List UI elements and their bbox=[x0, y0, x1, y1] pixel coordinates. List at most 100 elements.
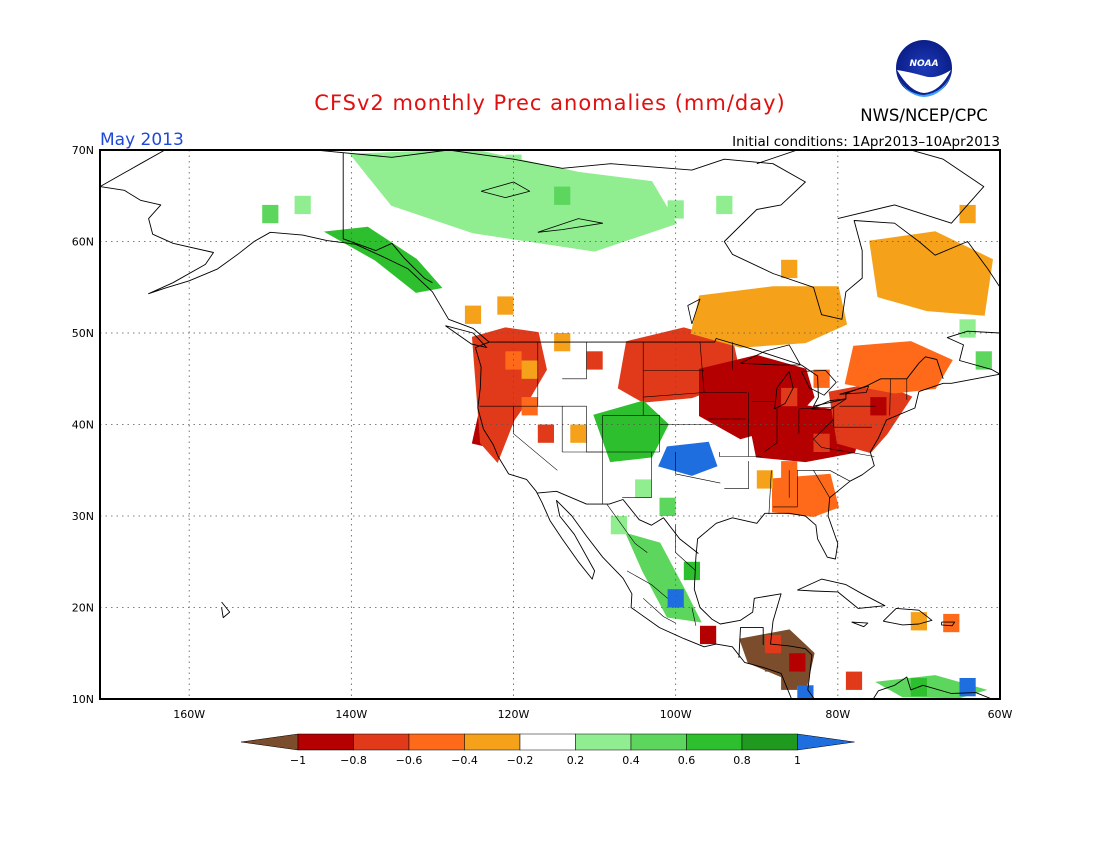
month-label: May 2013 bbox=[100, 130, 184, 150]
anomaly-cell bbox=[756, 470, 773, 489]
state-border bbox=[513, 406, 558, 471]
lake-winnipeg bbox=[687, 298, 701, 325]
anomaly-cell bbox=[586, 351, 603, 370]
coastline-layer bbox=[100, 150, 1059, 699]
anomaly-cell bbox=[959, 204, 976, 224]
lon-label: 100W bbox=[660, 708, 692, 721]
lat-label: 60N bbox=[72, 236, 94, 249]
lake-ontario bbox=[839, 385, 869, 395]
colorbar-bin bbox=[408, 733, 465, 751]
agency-label: NWS/NCEP/CPC bbox=[860, 106, 987, 125]
colorbar-tick-label: 0.6 bbox=[678, 754, 696, 767]
anomaly-cell bbox=[683, 561, 700, 581]
anomaly-cell bbox=[635, 479, 652, 498]
anomaly-cell bbox=[959, 678, 976, 697]
anomaly-region-new-england bbox=[844, 341, 953, 394]
anomaly-cell bbox=[667, 589, 684, 608]
colorbar-bin bbox=[297, 733, 354, 751]
anomaly-cell bbox=[262, 204, 279, 224]
lake-michigan bbox=[774, 370, 794, 410]
anomaly-cell bbox=[845, 671, 863, 690]
map-frame bbox=[99, 149, 1001, 700]
lon-label: 140W bbox=[335, 708, 367, 721]
anomaly-cell bbox=[643, 543, 660, 562]
anomaly-cell bbox=[716, 195, 733, 215]
coastline-newfoundland bbox=[1005, 318, 1059, 362]
state-border bbox=[768, 470, 772, 515]
anomaly-cell bbox=[894, 259, 911, 279]
state-border bbox=[724, 461, 749, 489]
mexico-state-border bbox=[642, 598, 676, 624]
colorbar-tick-label: 0.4 bbox=[622, 754, 640, 767]
border-guatemala-belize bbox=[738, 627, 764, 658]
coastline-hudson-bay-islands bbox=[837, 150, 985, 224]
mexico-state-border bbox=[675, 525, 697, 572]
lat-label: 40N bbox=[72, 419, 94, 432]
colorbar-bin bbox=[575, 733, 632, 751]
colorbar-extend-high bbox=[797, 733, 855, 751]
state-border bbox=[813, 470, 830, 498]
anomaly-cell bbox=[521, 360, 538, 379]
anomaly-cell bbox=[870, 397, 887, 416]
state-border bbox=[622, 452, 652, 499]
lake-superior bbox=[740, 344, 801, 366]
lake-huron bbox=[801, 370, 837, 396]
lat-label: 10N bbox=[72, 693, 94, 706]
colorbar-tick-label: −0.2 bbox=[507, 754, 534, 767]
coastline-south-america bbox=[872, 676, 993, 699]
coastline-baffin bbox=[756, 150, 838, 165]
lat-lon-grid bbox=[100, 150, 1000, 699]
colorbar-tick-label: 1 bbox=[794, 754, 801, 767]
lon-label: 60W bbox=[988, 708, 1013, 721]
coastline-hawaii bbox=[221, 601, 231, 619]
anomaly-cell bbox=[505, 154, 522, 173]
anomaly-cell bbox=[464, 305, 482, 324]
state-border bbox=[719, 452, 761, 457]
coastline-pacific-coast bbox=[100, 186, 793, 699]
anomaly-cell bbox=[659, 497, 676, 516]
border-alaska-border bbox=[342, 152, 433, 284]
state-border bbox=[675, 452, 721, 484]
anomaly-cell bbox=[610, 516, 627, 535]
latitude-labels: 70N 60N 50N 40N 30N 20N 10N bbox=[72, 144, 94, 706]
anomaly-cell bbox=[602, 214, 619, 233]
anomaly-cell bbox=[781, 461, 798, 480]
coastline-cuba bbox=[797, 578, 886, 609]
coastline-jamaica bbox=[851, 621, 869, 628]
colorbar: −1 −0.8 −0.6 −0.4 −0.2 0.2 0.4 0.6 0.8 1 bbox=[240, 733, 855, 767]
anomaly-cell bbox=[975, 351, 992, 370]
anomaly-region-quebec-labrador bbox=[869, 231, 993, 316]
lat-label: 70N bbox=[72, 144, 94, 157]
anomaly-cell bbox=[700, 625, 717, 645]
colorbar-bin bbox=[741, 733, 798, 751]
colorbar-bin bbox=[686, 733, 743, 751]
coastline-vancouver-island bbox=[445, 325, 488, 349]
anomaly-cell bbox=[554, 186, 571, 205]
anomaly-cell bbox=[456, 177, 473, 196]
anomaly-cell bbox=[781, 387, 798, 407]
lon-label: 160W bbox=[173, 708, 205, 721]
border-us-mexico-border bbox=[536, 490, 699, 554]
state-border bbox=[602, 415, 660, 452]
anomaly-cell bbox=[708, 369, 725, 388]
mexico-state-border bbox=[606, 503, 648, 553]
lon-label: 80W bbox=[825, 708, 850, 721]
lat-label: 20N bbox=[72, 602, 94, 615]
state-border bbox=[797, 469, 851, 482]
state-border bbox=[773, 470, 798, 508]
colorbar-tick-label: 0.8 bbox=[733, 754, 751, 767]
chart-title: CFSv2 monthly Prec anomalies (mm/day) bbox=[314, 91, 785, 115]
colorbar-tick-label: −0.8 bbox=[340, 754, 367, 767]
noaa-logo: NOAA bbox=[896, 40, 952, 97]
anomaly-cell bbox=[943, 269, 960, 288]
anomaly-cell bbox=[764, 653, 782, 672]
anomaly-cell bbox=[789, 653, 806, 672]
colorbar-bin bbox=[464, 733, 521, 751]
anomaly-region-central-canada bbox=[690, 286, 848, 348]
noaa-logo-text: NOAA bbox=[909, 59, 938, 69]
anomaly-region-southern-plains bbox=[658, 441, 718, 476]
anomaly-cell bbox=[959, 319, 976, 338]
anomaly-cell bbox=[367, 159, 384, 178]
colorbar-tick-label: −1 bbox=[290, 754, 306, 767]
